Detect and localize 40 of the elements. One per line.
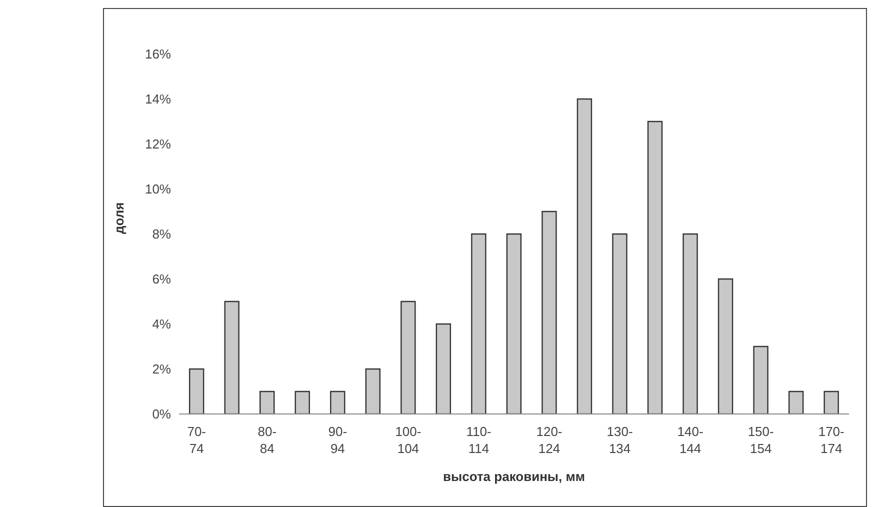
x-axis-title: высота раковины, мм bbox=[443, 469, 585, 484]
x-tick-label: 70-74 bbox=[187, 424, 206, 456]
bar bbox=[506, 233, 522, 414]
y-tick-label: 12% bbox=[144, 136, 172, 152]
x-tick-label: 140-144 bbox=[677, 424, 704, 456]
bar bbox=[647, 120, 663, 414]
bar bbox=[260, 390, 275, 414]
bar bbox=[436, 323, 452, 414]
bar bbox=[682, 233, 698, 414]
x-tick-label: 130-134 bbox=[606, 424, 633, 456]
y-tick-label: 10% bbox=[144, 182, 172, 197]
bar bbox=[788, 390, 804, 414]
x-tick-label: 120-124 bbox=[536, 424, 562, 456]
y-tick-label: 14% bbox=[144, 92, 172, 107]
bar bbox=[365, 368, 380, 414]
x-tick-label: 100-104 bbox=[395, 424, 422, 456]
bar bbox=[330, 390, 346, 414]
y-tick-label: 4% bbox=[152, 316, 172, 332]
bar bbox=[612, 233, 628, 414]
bar bbox=[471, 233, 486, 414]
x-tick-label: 110-114 bbox=[466, 424, 492, 456]
bar bbox=[294, 390, 310, 414]
bar bbox=[718, 278, 734, 414]
bar bbox=[576, 98, 592, 414]
y-tick-label: 2% bbox=[152, 362, 172, 377]
x-tick-label: 90-94 bbox=[328, 424, 348, 456]
y-tick-label: 0% bbox=[152, 406, 172, 422]
y-tick-label: 8% bbox=[152, 226, 172, 242]
x-tick-label: 170-174 bbox=[818, 424, 844, 456]
x-tick-label: 80-84 bbox=[258, 424, 277, 456]
y-axis-title: доля bbox=[112, 202, 127, 234]
x-tick-label: 150-154 bbox=[748, 424, 774, 456]
bar bbox=[188, 368, 204, 414]
bar bbox=[400, 300, 416, 414]
bar bbox=[753, 346, 768, 414]
y-tick-label: 16% bbox=[144, 46, 172, 62]
y-tick-label: 6% bbox=[152, 272, 172, 287]
bar bbox=[542, 210, 557, 414]
bar bbox=[224, 300, 240, 414]
bar bbox=[824, 390, 839, 414]
